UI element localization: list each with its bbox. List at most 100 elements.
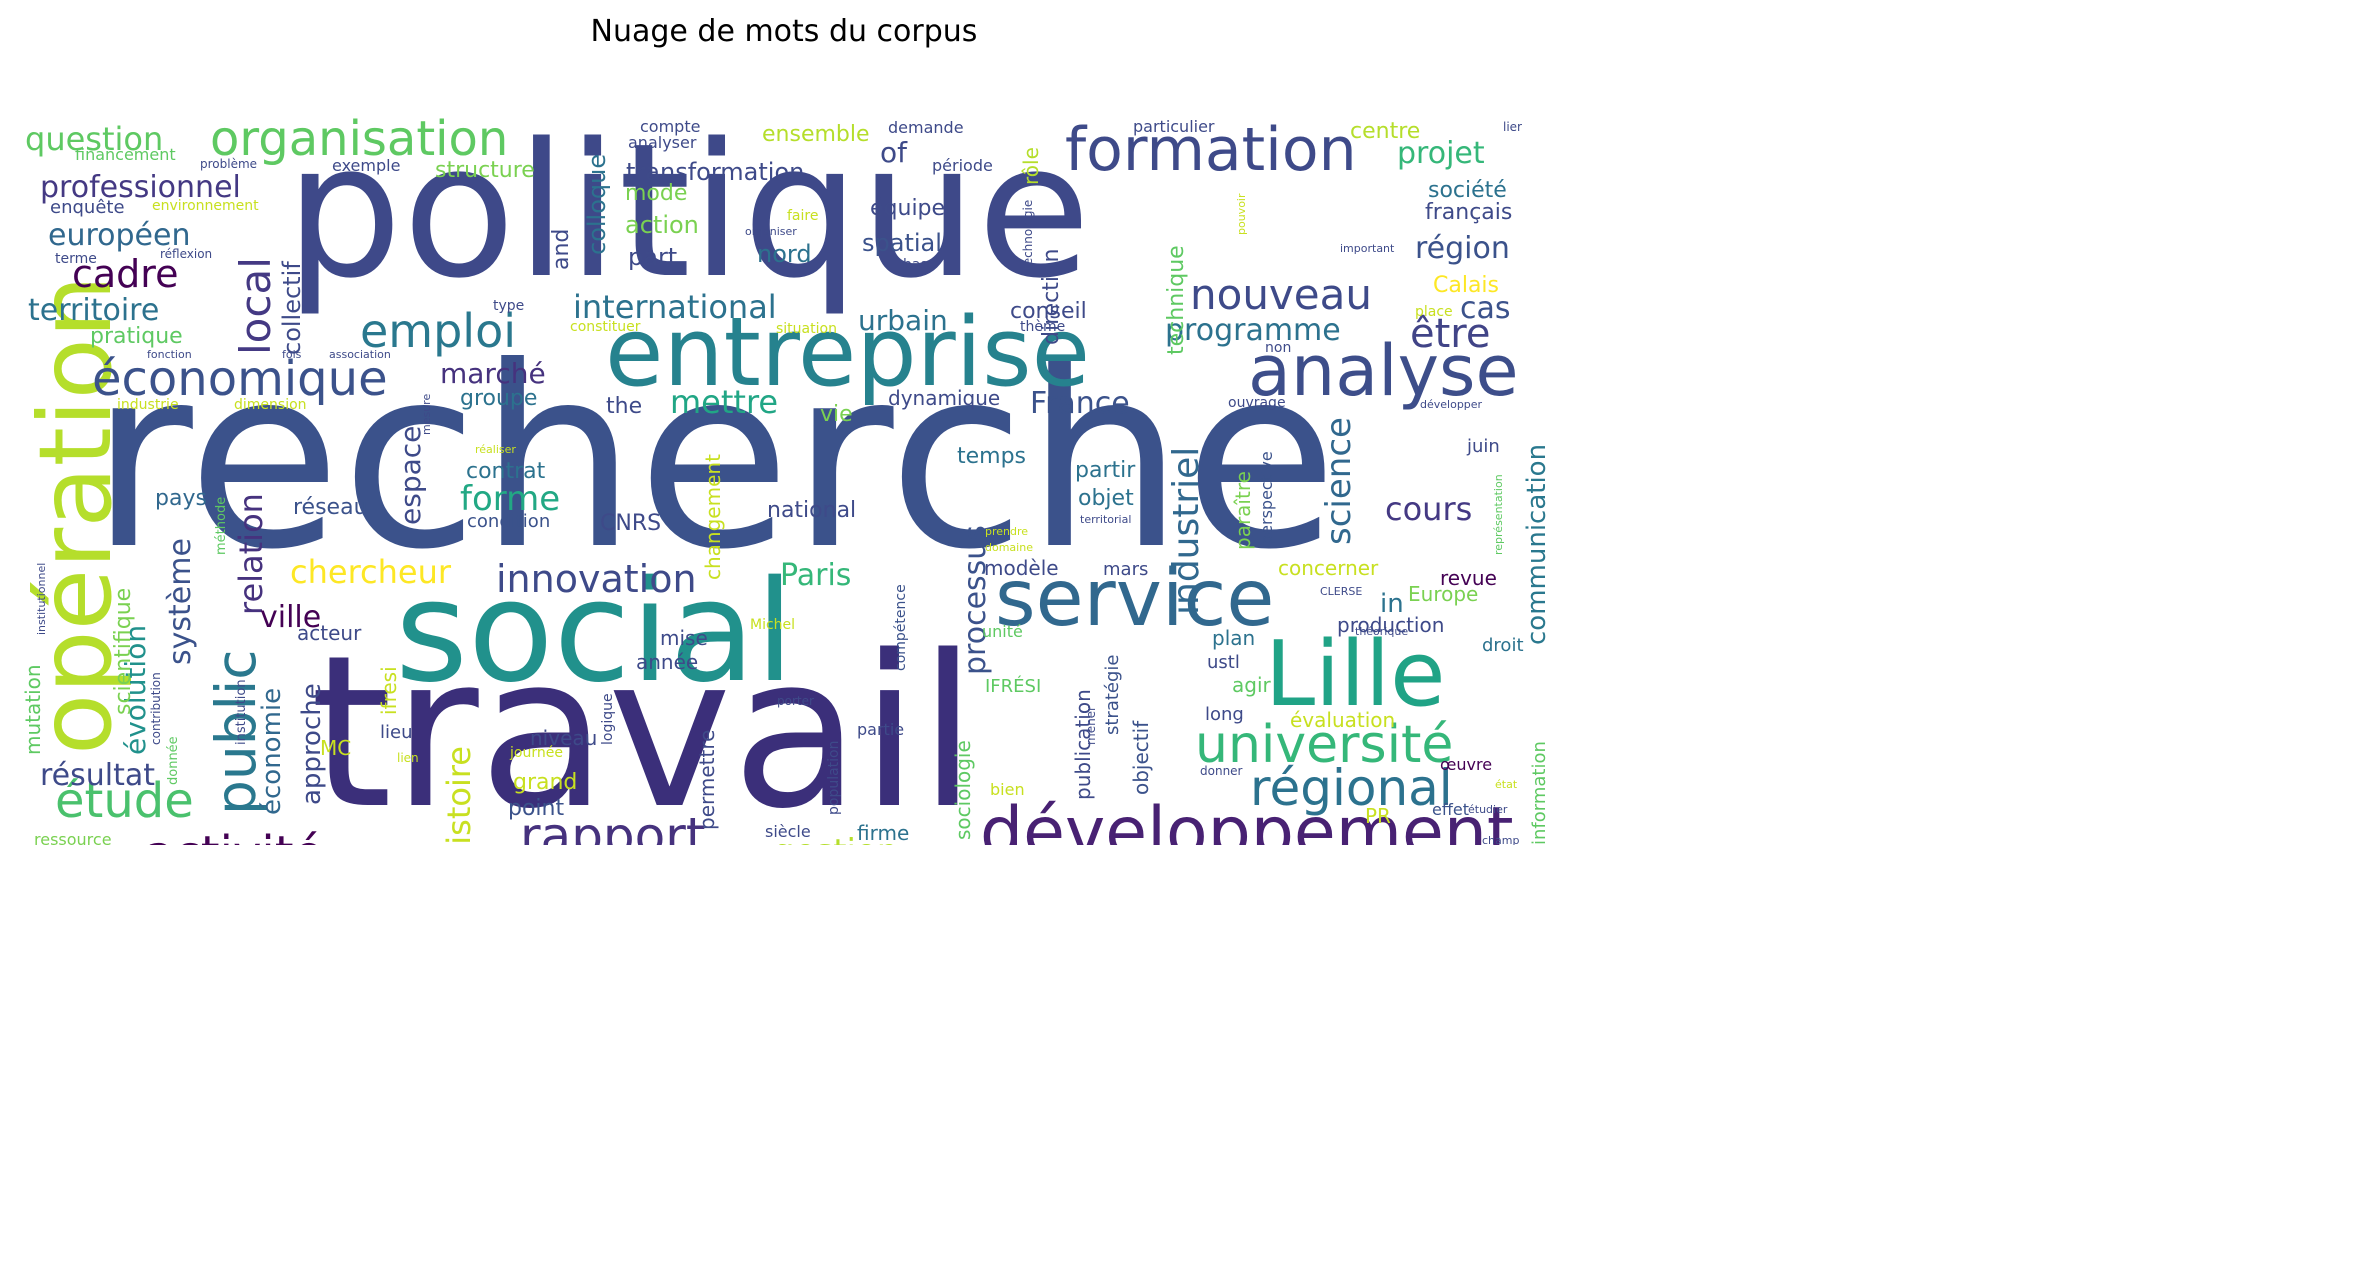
word-159: organiser [745, 225, 797, 238]
word-13: économique [92, 351, 388, 407]
word-71: français [1425, 200, 1512, 225]
word-38: gestion [773, 832, 898, 845]
word-48: Paris [780, 558, 851, 593]
word-41: cours [1385, 490, 1472, 528]
word-84: réseau [293, 495, 368, 520]
word-34: processus [958, 525, 993, 675]
word-166: situation [776, 321, 837, 337]
word-136: mutation [21, 664, 45, 755]
word-94: revue [1440, 566, 1497, 590]
word-32: européen [48, 218, 190, 253]
word-56: cas [1460, 291, 1511, 326]
word-28: professionnel [40, 170, 241, 205]
word-114: firme [857, 821, 909, 845]
word-119: objectif [1129, 720, 1153, 795]
word-134: unité [982, 622, 1023, 641]
word-194: donner [1200, 764, 1243, 778]
word-57: collectif [278, 261, 306, 355]
word-23: industriel [1166, 447, 1207, 615]
word-77: dynamique [888, 386, 1000, 410]
word-6: développement [980, 793, 1514, 845]
word-185: contribution [149, 672, 163, 745]
word-121: PR [1365, 804, 1391, 828]
word-103: année [636, 650, 698, 674]
word-58: transformation [626, 158, 804, 186]
word-66: spatial [862, 229, 942, 257]
word-109: évaluation [1290, 708, 1395, 732]
word-116: publication [1071, 689, 1095, 800]
word-0: recherche [90, 313, 1338, 604]
word-19: nouveau [1190, 270, 1372, 319]
word-72: technique [1164, 245, 1189, 355]
word-59: structure [435, 158, 535, 183]
word-190: porter [777, 694, 814, 708]
word-82: pays [155, 486, 207, 511]
word-112: grand [513, 770, 577, 795]
word-52: urbain [858, 304, 948, 337]
word-45: économie [257, 688, 287, 815]
word-176: ouvrage [1228, 395, 1286, 411]
word-50: marché [440, 357, 546, 390]
word-99: Europe [1408, 582, 1478, 606]
word-60: colloque [583, 154, 611, 255]
word-14: emploi [360, 304, 516, 358]
word-181: prendre [985, 525, 1028, 538]
word-27: programme [1165, 313, 1341, 348]
word-162: important [1340, 242, 1395, 255]
word-153: problème [200, 157, 257, 171]
word-87: temps [957, 444, 1026, 469]
word-46: évolution [119, 625, 152, 755]
word-88: partir [1075, 458, 1136, 483]
word-35: relation [232, 493, 270, 615]
word-53: région [1415, 231, 1510, 266]
word-85: CNRS [600, 511, 661, 536]
word-127: lieu [380, 722, 412, 743]
word-42: communication [1522, 444, 1552, 645]
word-24: être [1410, 311, 1490, 357]
word-37: forme [460, 479, 560, 519]
word-180: territorial [1080, 513, 1131, 526]
word-76: conseil [1010, 299, 1087, 324]
word-129: population [826, 741, 842, 816]
word-65: nord [757, 240, 812, 268]
word-131: bien [990, 780, 1025, 799]
word-149: particulier [1133, 117, 1215, 136]
word-154: enquête [50, 197, 125, 218]
word-20: local [231, 257, 280, 355]
word-75: Calais [1433, 273, 1499, 298]
word-86: national [767, 498, 856, 523]
word-102: mise [660, 626, 708, 650]
word-179: représentation [1492, 474, 1505, 555]
word-196: étudier [1468, 803, 1508, 816]
word-105: agir [1232, 673, 1272, 697]
word-62: action [625, 211, 699, 239]
word-73: direction [1039, 249, 1064, 345]
word-198: and [549, 229, 574, 270]
word-78: groupe [460, 386, 537, 411]
word-104: plan [1212, 626, 1255, 650]
word-195: état [1495, 778, 1518, 791]
word-171: fois [282, 348, 302, 361]
word-51: espace [394, 426, 427, 525]
word-91: changement [701, 454, 725, 580]
word-186: donnée [166, 736, 181, 785]
word-137: ressource [34, 830, 112, 845]
word-152: financement [75, 145, 176, 164]
word-161: base [903, 257, 936, 273]
word-148: période [932, 156, 993, 175]
word-135: ifresi [377, 666, 401, 715]
word-67: équipe [870, 196, 945, 221]
word-167: thème [1020, 319, 1065, 335]
word-7: Lille [1265, 622, 1446, 727]
word-187: institution [234, 679, 249, 745]
word-18: public [204, 650, 268, 815]
word-81: pratique [90, 324, 183, 349]
word-126: MC [320, 736, 351, 760]
word-80: vie [820, 402, 853, 427]
word-33: science [1319, 417, 1359, 545]
word-100: production [1337, 613, 1444, 637]
word-118: stratégie [1102, 655, 1123, 736]
word-47: approche [297, 683, 327, 805]
word-174: dimension [234, 397, 307, 413]
